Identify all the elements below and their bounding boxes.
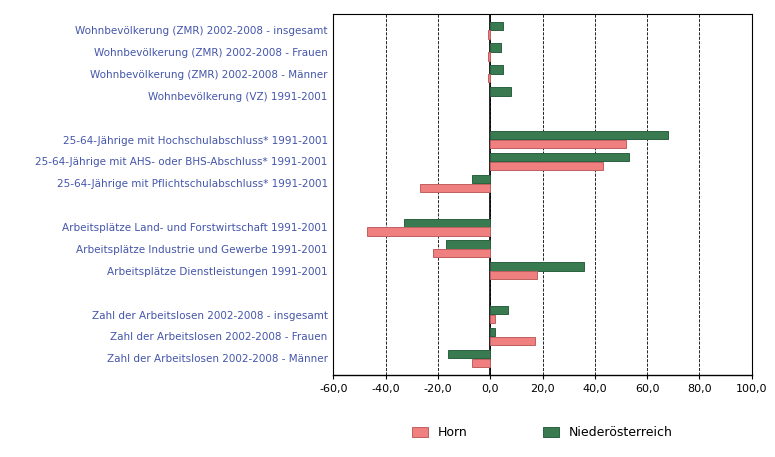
Bar bbox=[490, 337, 535, 345]
Bar bbox=[490, 87, 512, 96]
Bar bbox=[367, 227, 490, 235]
Bar bbox=[490, 140, 626, 148]
Bar bbox=[487, 52, 490, 60]
Bar bbox=[490, 21, 503, 30]
Bar bbox=[490, 306, 508, 314]
Bar bbox=[487, 74, 490, 82]
Bar bbox=[487, 30, 490, 39]
Bar bbox=[448, 350, 490, 358]
Bar bbox=[472, 359, 490, 367]
Bar bbox=[490, 162, 603, 170]
Bar bbox=[490, 315, 495, 323]
Bar bbox=[490, 262, 584, 271]
Bar bbox=[490, 65, 503, 74]
Legend: Horn, Niederösterreich: Horn, Niederösterreich bbox=[407, 421, 678, 444]
Bar bbox=[404, 218, 490, 227]
Bar bbox=[490, 43, 501, 52]
Bar bbox=[446, 240, 490, 249]
Bar bbox=[419, 184, 490, 192]
Bar bbox=[432, 249, 490, 257]
Bar bbox=[490, 328, 495, 336]
Bar bbox=[490, 153, 629, 161]
Bar bbox=[490, 131, 668, 139]
Bar bbox=[490, 271, 537, 279]
Bar bbox=[472, 175, 490, 183]
